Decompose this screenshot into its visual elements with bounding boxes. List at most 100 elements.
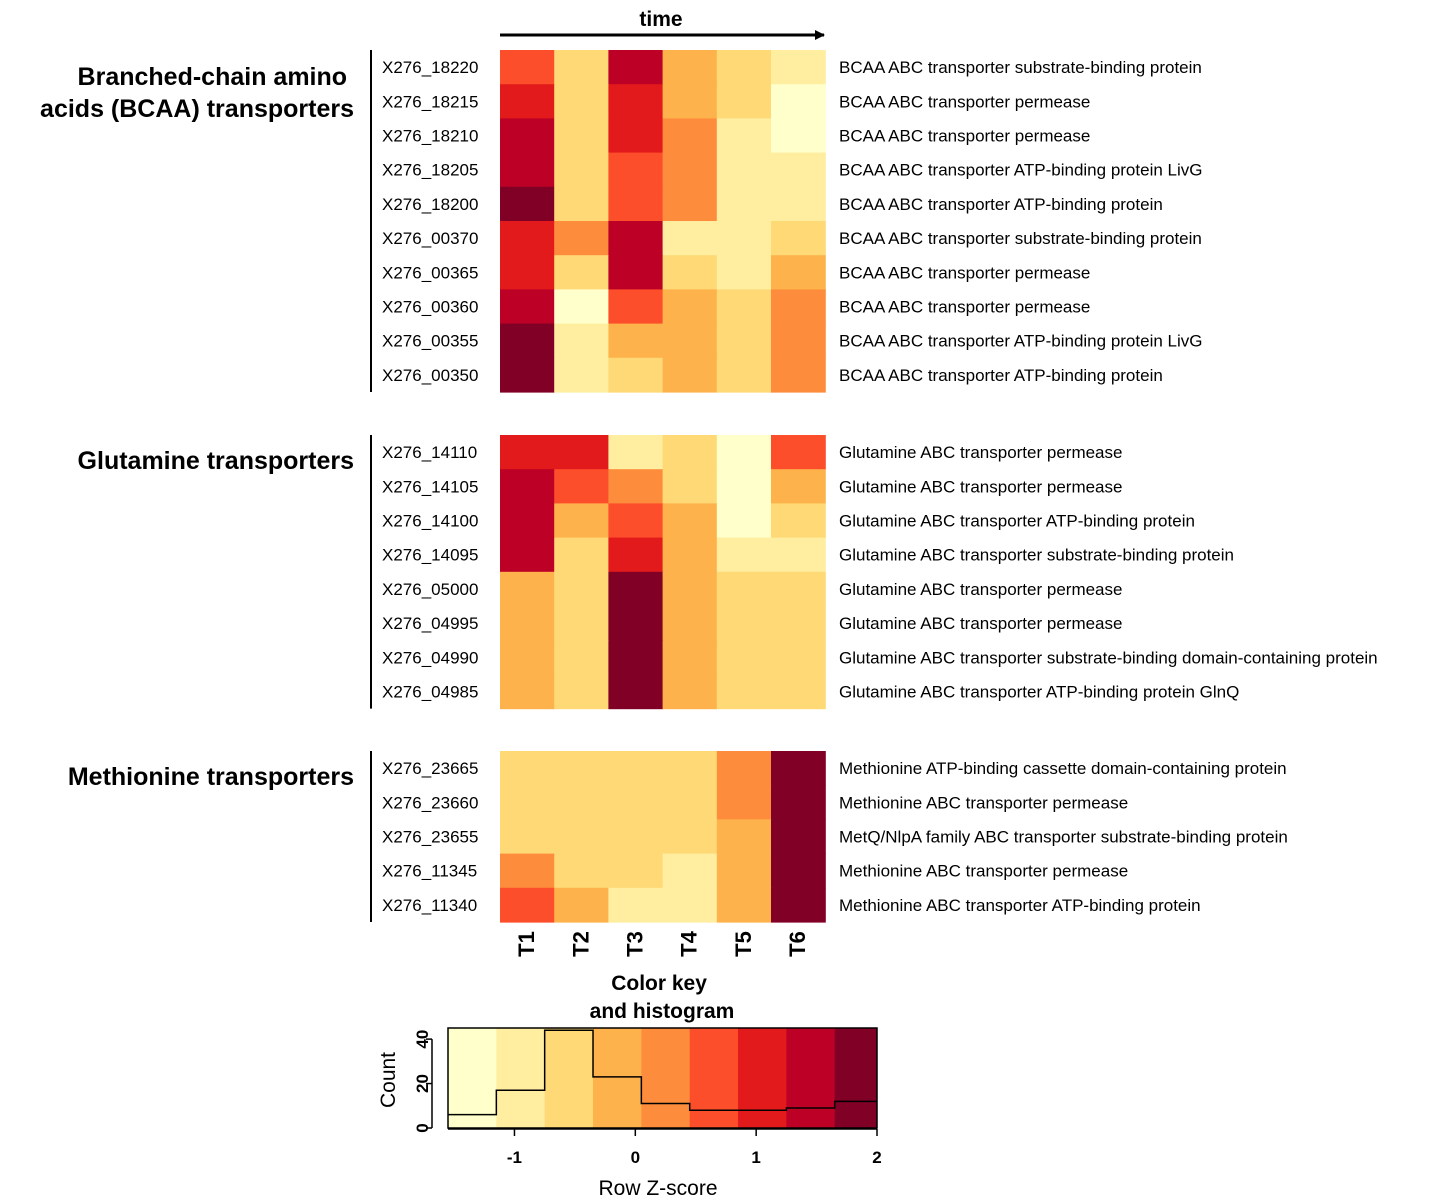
color-key-band [544, 1028, 594, 1128]
heatmap-cell [662, 50, 718, 85]
heatmap-cell [771, 357, 826, 393]
row-id-label: X276_18200 [382, 195, 478, 214]
heatmap-cell [771, 50, 826, 85]
heatmap-cell [554, 152, 609, 188]
heatmap-cell [716, 186, 772, 222]
row-description-label: BCAA ABC transporter permease [839, 263, 1090, 282]
heatmap-cell [716, 469, 772, 504]
heatmap-cell [716, 255, 772, 290]
column-label: T6 [785, 931, 810, 957]
heatmap: X276_18220 BCAA ABC transporter substrate… [370, 50, 1378, 923]
heatmap-cell [500, 853, 555, 889]
heatmap-cell [608, 674, 664, 710]
color-key-band [689, 1028, 739, 1128]
row-id-label: X276_14100 [382, 512, 478, 531]
heatmap-cell [608, 571, 664, 607]
row-description-label: Methionine ABC transporter permease [839, 793, 1128, 812]
heatmap-cell [771, 606, 826, 641]
heatmap-cell [662, 186, 718, 222]
column-label: T1 [514, 931, 539, 957]
row-description-label: Glutamine ABC transporter permease [839, 614, 1122, 633]
heatmap-cell [500, 255, 555, 290]
row-description-label: BCAA ABC transporter ATP-binding protein… [839, 161, 1202, 180]
heatmap-cell [771, 289, 826, 325]
color-key-band [496, 1028, 546, 1128]
y-tick-label: 20 [413, 1074, 432, 1093]
heatmap-cell [500, 357, 555, 393]
histogram-frame [447, 1027, 878, 1129]
heatmap-cell [662, 674, 718, 710]
heatmap-cell [554, 853, 609, 889]
heatmap-cell [554, 221, 609, 256]
color-key-band [448, 1028, 497, 1128]
row-id-label: X276_18220 [382, 58, 478, 77]
heatmap-cell [716, 221, 772, 256]
row-description-label: BCAA ABC transporter permease [839, 298, 1090, 317]
column-labels: T1 T2 T3 T4 T5 T6 [514, 930, 810, 956]
heatmap-cell [608, 537, 664, 573]
color-key-band [786, 1028, 836, 1128]
row-description-label: MetQ/NlpA family ABC transporter substra… [839, 828, 1288, 847]
heatmap-cell [662, 785, 718, 820]
row-id-label: X276_18215 [382, 92, 478, 111]
histogram-ylabel: Count [377, 1052, 400, 1108]
heatmap-cell [500, 571, 555, 607]
column-label: T3 [623, 931, 648, 957]
heatmap-cell [771, 255, 826, 290]
heatmap-cell [662, 323, 718, 359]
heatmap-cell [500, 640, 555, 675]
heatmap-cell [716, 785, 772, 820]
x-tick-label: 0 [631, 1148, 640, 1167]
heatmap-cell [771, 435, 826, 470]
row-id-label: X276_00370 [382, 229, 478, 248]
heatmap-cell [771, 571, 826, 607]
heatmap-cell [662, 887, 718, 923]
heatmap-cell [608, 84, 664, 119]
row-id-label: X276_00355 [382, 332, 478, 351]
heatmap-cell [662, 357, 718, 393]
heatmap-cell [716, 751, 772, 786]
heatmap-cell [771, 84, 826, 119]
heatmap-cell [716, 503, 772, 539]
histogram-line [448, 1029, 877, 1116]
heatmap-cell [662, 537, 718, 573]
row-description-label: Glutamine ABC transporter permease [839, 580, 1122, 599]
heatmap-cell [500, 152, 555, 188]
heatmap-cell [554, 357, 609, 393]
heatmap-cell [662, 152, 718, 188]
group-title-glutamine: Glutamine transporters [78, 447, 354, 475]
heatmap-cell [500, 785, 555, 820]
heatmap-cell [554, 503, 609, 539]
heatmap-cell [554, 435, 609, 470]
heatmap-cell [500, 469, 555, 504]
heatmap-cell [500, 50, 555, 85]
column-label: T4 [677, 930, 702, 956]
heatmap-cell [500, 289, 555, 325]
heatmap-cell [554, 255, 609, 290]
heatmap-cell [500, 435, 555, 470]
histogram-xlabel: Row Z-score [598, 1177, 717, 1198]
row-id-label: X276_05000 [382, 580, 478, 599]
heatmap-cell [554, 469, 609, 504]
color-key-band [593, 1028, 642, 1128]
heatmap-cell [608, 503, 664, 539]
heatmap-cell [771, 469, 826, 504]
heatmap-cell [662, 435, 718, 470]
row-description-label: Methionine ABC transporter permease [839, 862, 1128, 881]
row-description-label: BCAA ABC transporter ATP-binding protein… [839, 332, 1202, 351]
heatmap-cell [716, 357, 772, 393]
heatmap-cell [716, 50, 772, 85]
row-id-label: X276_18205 [382, 161, 478, 180]
heatmap-cell [716, 606, 772, 641]
row-id-label: X276_23665 [382, 759, 478, 778]
heatmap-cell [554, 50, 609, 85]
row-description-label: Glutamine ABC transporter substrate-bind… [839, 648, 1378, 667]
row-description-label: Glutamine ABC transporter permease [839, 443, 1122, 462]
row-id-label: X276_14110 [382, 443, 477, 462]
heatmap-cell [608, 255, 664, 290]
heatmap-cell [662, 606, 718, 641]
y-tick-label: 0 [413, 1123, 432, 1132]
heatmap-cell [716, 323, 772, 359]
color-key-title: Color key and histogram [590, 972, 735, 1023]
